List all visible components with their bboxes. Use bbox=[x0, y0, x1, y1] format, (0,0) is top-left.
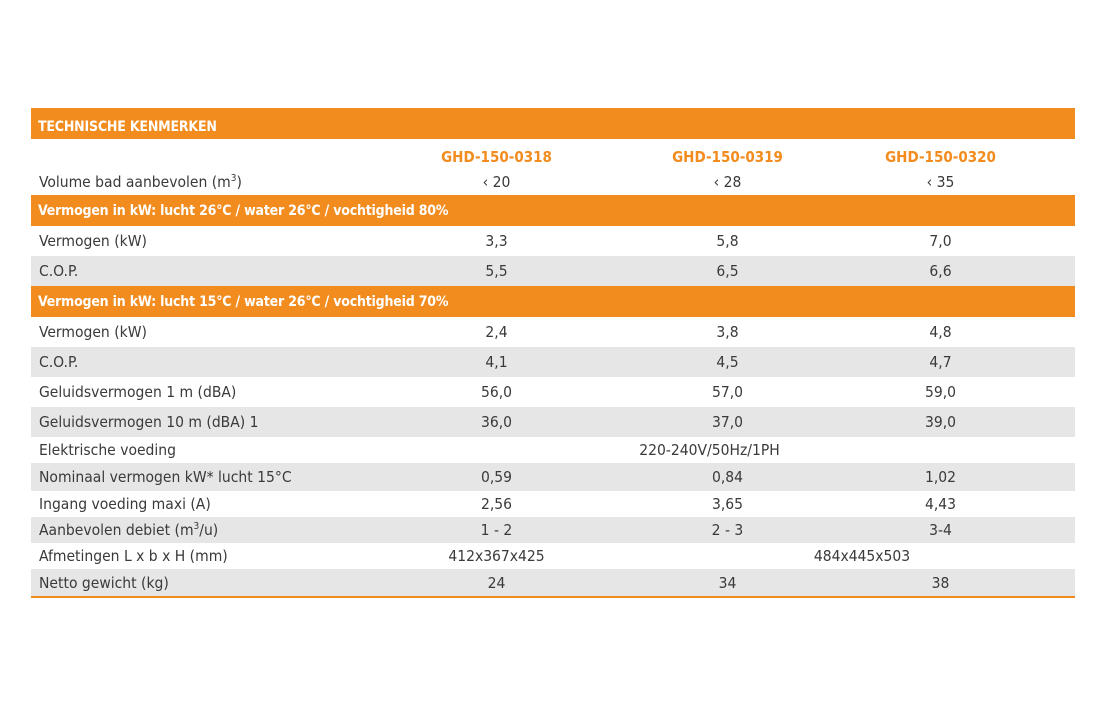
table-row: Vermogen (kW) 3,3 5,8 7,0 bbox=[31, 226, 1075, 256]
row-label: C.O.P. bbox=[39, 262, 79, 280]
cell-value: 484x445x503 bbox=[813, 547, 911, 565]
model-name: GHD-150-0320 bbox=[885, 147, 996, 166]
cell-value: 4,43 bbox=[924, 495, 957, 513]
section-header: Vermogen in kW: lucht 26°C / water 26°C … bbox=[31, 195, 1075, 226]
row-label: Netto gewicht (kg) bbox=[39, 573, 169, 592]
cell-value: ‹ 35 bbox=[926, 172, 955, 191]
table-row: Afmetingen L x b x H (mm) 412x367x425 48… bbox=[31, 543, 1075, 569]
cell-value: 1 - 2 bbox=[480, 521, 513, 539]
table-bottom-rule bbox=[31, 596, 1075, 598]
table-row: Geluidsvermogen 1 m (dBA) 56,0 57,0 59,0 bbox=[31, 377, 1075, 407]
row-label: Vermogen (kW) bbox=[39, 232, 147, 250]
cell-value: 56,0 bbox=[480, 383, 513, 401]
table-row: Ingang voeding maxi (A) 2,56 3,65 4,43 bbox=[31, 491, 1075, 517]
row-label: Nominaal vermogen kW* lucht 15°C bbox=[39, 468, 292, 486]
table-row: Netto gewicht (kg) 24 34 38 bbox=[31, 569, 1075, 596]
cell-value: 1,02 bbox=[924, 468, 957, 486]
cell-value: 0,59 bbox=[480, 468, 513, 486]
cell-value: 57,0 bbox=[711, 383, 744, 401]
cell-value: 37,0 bbox=[711, 413, 744, 431]
cell-value: 38 bbox=[931, 573, 950, 592]
cell-value: 59,0 bbox=[924, 383, 957, 401]
row-label: Geluidsvermogen 10 m (dBA) 1 bbox=[39, 413, 259, 431]
model-name: GHD-150-0318 bbox=[441, 147, 552, 166]
table-row: Nominaal vermogen kW* lucht 15°C 0,59 0,… bbox=[31, 463, 1075, 491]
cell-value: 5,5 bbox=[485, 262, 508, 280]
cell-value: 5,8 bbox=[716, 232, 739, 250]
table-title: TECHNISCHE KENMERKEN bbox=[38, 118, 217, 135]
cell-value: 3,65 bbox=[711, 495, 744, 513]
row-label: Aanbevolen debiet (m3/u) bbox=[39, 521, 219, 539]
cell-value: 24 bbox=[487, 573, 506, 592]
cell-value: 39,0 bbox=[924, 413, 957, 431]
section-header: Vermogen in kW: lucht 15°C / water 26°C … bbox=[31, 286, 1075, 317]
row-label: Volume bad aanbevolen (m3) bbox=[39, 172, 242, 191]
section-title: Vermogen in kW: lucht 15°C / water 26°C … bbox=[38, 293, 449, 310]
cell-value: 6,6 bbox=[929, 262, 952, 280]
cell-value: ‹ 28 bbox=[713, 172, 742, 191]
cell-value: 2,56 bbox=[480, 495, 513, 513]
table-title-bar: TECHNISCHE KENMERKEN bbox=[31, 108, 1075, 139]
cell-value: 3-4 bbox=[929, 521, 952, 539]
cell-value: 4,7 bbox=[929, 353, 952, 371]
cell-value: 4,8 bbox=[929, 323, 952, 341]
cell-value: 36,0 bbox=[480, 413, 513, 431]
model-header-row: GHD-150-0318 GHD-150-0319 GHD-150-0320 bbox=[31, 139, 1075, 168]
table-row: Volume bad aanbevolen (m3) ‹ 20 ‹ 28 ‹ 3… bbox=[31, 168, 1075, 195]
cell-value: 2 - 3 bbox=[711, 521, 744, 539]
cell-value: 412x367x425 bbox=[448, 547, 545, 565]
table-row: Aanbevolen debiet (m3/u) 1 - 2 2 - 3 3-4 bbox=[31, 517, 1075, 543]
section-title: Vermogen in kW: lucht 26°C / water 26°C … bbox=[38, 202, 449, 219]
row-label: Geluidsvermogen 1 m (dBA) bbox=[39, 383, 237, 401]
table-row: C.O.P. 4,1 4,5 4,7 bbox=[31, 347, 1075, 377]
cell-value: 34 bbox=[718, 573, 737, 592]
cell-value: 3,8 bbox=[716, 323, 739, 341]
cell-value: 4,5 bbox=[716, 353, 739, 371]
row-label: Vermogen (kW) bbox=[39, 323, 147, 341]
spec-table: TECHNISCHE KENMERKEN GHD-150-0318 GHD-15… bbox=[31, 108, 1075, 598]
cell-value: ‹ 20 bbox=[482, 172, 511, 191]
cell-value: 6,5 bbox=[716, 262, 739, 280]
table-row: Geluidsvermogen 10 m (dBA) 1 36,0 37,0 3… bbox=[31, 407, 1075, 437]
cell-value: 2,4 bbox=[485, 323, 508, 341]
cell-value: 0,84 bbox=[711, 468, 744, 486]
row-label: Afmetingen L x b x H (mm) bbox=[39, 547, 228, 565]
cell-value: 220-240V/50Hz/1PH bbox=[639, 441, 780, 459]
cell-value: 7,0 bbox=[929, 232, 952, 250]
row-label: Ingang voeding maxi (A) bbox=[39, 495, 211, 513]
table-row: C.O.P. 5,5 6,5 6,6 bbox=[31, 256, 1075, 286]
table-row: Vermogen (kW) 2,4 3,8 4,8 bbox=[31, 317, 1075, 347]
model-name: GHD-150-0319 bbox=[672, 147, 783, 166]
table-row: Elektrische voeding 220-240V/50Hz/1PH bbox=[31, 437, 1075, 463]
row-label: C.O.P. bbox=[39, 353, 79, 371]
cell-value: 3,3 bbox=[485, 232, 508, 250]
cell-value: 4,1 bbox=[485, 353, 508, 371]
row-label: Elektrische voeding bbox=[39, 441, 176, 459]
